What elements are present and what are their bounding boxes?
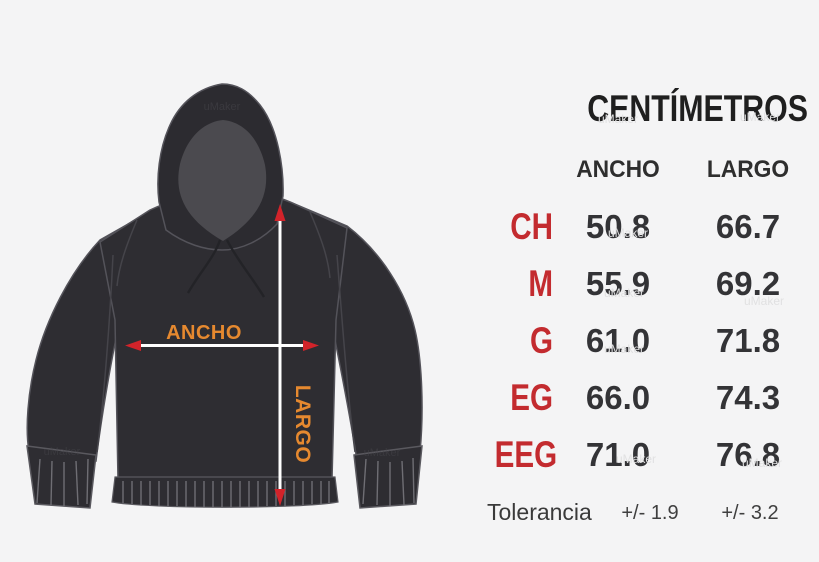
ancho-label: ANCHO: [166, 322, 242, 344]
tolerance-largo: +/- 3.2: [721, 502, 779, 524]
drawstrings: [186, 239, 266, 298]
tolerance-label: Tolerancia: [487, 499, 592, 525]
ancho-measure-line: [136, 344, 306, 347]
largo-value: 69.2: [715, 265, 781, 302]
largo-measure-line: [278, 216, 282, 492]
largo-value: 71.8: [715, 322, 781, 359]
hoodie-right-sleeve: [282, 198, 423, 462]
table-row: EG 66.0 74.3: [480, 378, 813, 418]
largo-value: 76.8: [715, 436, 781, 473]
ancho-value: 50.8: [585, 208, 651, 245]
size-label: EEG: [494, 434, 558, 475]
column-header-largo: LARGO: [706, 156, 790, 183]
seam-lines: [96, 211, 356, 453]
watermark: uMaker: [44, 446, 81, 458]
ancho-arrow-right: [303, 340, 319, 351]
ancho-value: 61.0: [585, 322, 651, 359]
watermark: uMaker: [364, 447, 401, 459]
left-cuff-ribbing: [36, 458, 89, 506]
tolerance-ancho: +/- 1.9: [621, 502, 679, 524]
watermark: uMaker: [204, 101, 241, 113]
size-label: EG: [510, 377, 553, 418]
largo-value: 74.3: [715, 379, 781, 416]
largo-arrow-up: [274, 204, 286, 221]
hood-inner-opening: [178, 120, 267, 241]
ancho-arrow-left: [125, 340, 141, 351]
size-label: CH: [510, 206, 553, 247]
table-row: CH 50.8 66.7: [480, 207, 813, 247]
hoodie-hem: [111, 476, 339, 508]
hoodie-left-sleeve: [26, 200, 168, 462]
hoodie-illustration: uMaker uMaker uMaker ANCHO LARGO: [26, 83, 423, 509]
largo-label: LARGO: [291, 385, 314, 463]
right-cuff-ribbing: [362, 457, 415, 506]
ancho-value: 55.9: [585, 265, 651, 302]
largo-value: 66.7: [715, 208, 781, 245]
ancho-value: 66.0: [585, 379, 651, 416]
hoodie-left-cuff: [26, 445, 97, 509]
hoodie-right-cuff: [353, 445, 423, 509]
size-label: G: [529, 320, 553, 361]
table-row: G 61.0 71.8: [480, 321, 813, 361]
size-label: M: [528, 263, 553, 304]
table-row: M 55.9 69.2: [480, 264, 813, 304]
ancho-value: 71.0: [585, 436, 651, 473]
column-header-ancho: ANCHO: [576, 156, 660, 183]
table-title: CENTÍMETROS: [587, 88, 808, 129]
largo-arrow-down: [274, 489, 286, 506]
table-row: EEG 71.0 76.8: [480, 435, 813, 475]
